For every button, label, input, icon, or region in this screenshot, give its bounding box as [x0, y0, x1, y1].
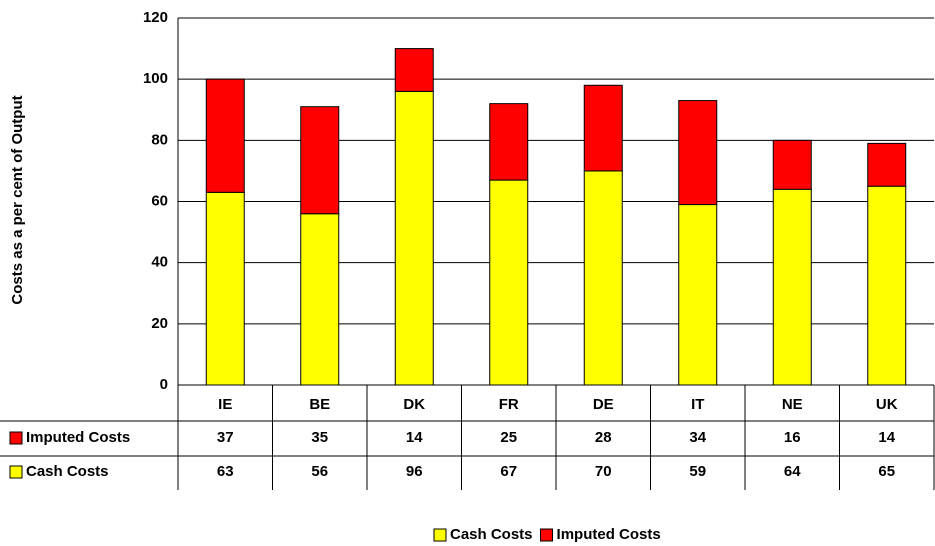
x-tick-label: IT — [691, 396, 704, 413]
table-value: 63 — [217, 463, 234, 480]
bar — [300, 213, 340, 386]
table-value: 37 — [217, 429, 234, 446]
x-tick-label: NE — [782, 396, 803, 413]
table-value: 34 — [689, 429, 706, 446]
y-tick-label: 60 — [151, 192, 168, 209]
legend-label: Imputed Costs — [557, 526, 661, 543]
y-tick-label: 120 — [143, 9, 168, 26]
row-label: Imputed Costs — [26, 429, 130, 446]
table-value: 14 — [878, 429, 895, 446]
y-tick-label: 0 — [160, 376, 168, 393]
bar — [867, 185, 907, 386]
legend-key — [433, 528, 447, 542]
x-tick-label: BE — [309, 396, 330, 413]
bar — [678, 100, 718, 206]
bar — [205, 191, 245, 386]
x-tick-label: DE — [593, 396, 614, 413]
table-value: 59 — [689, 463, 706, 480]
legend-key — [540, 528, 554, 542]
table-value: 14 — [406, 429, 423, 446]
table-value: 96 — [406, 463, 423, 480]
bar — [867, 142, 907, 187]
table-value: 35 — [311, 429, 328, 446]
legend-label: Cash Costs — [450, 526, 533, 543]
bar — [394, 48, 434, 92]
legend-key — [9, 431, 23, 445]
table-value: 16 — [784, 429, 801, 446]
x-tick-label: UK — [876, 396, 898, 413]
y-tick-label: 40 — [151, 254, 168, 271]
y-axis-title: Costs as a per cent of Output — [9, 95, 26, 304]
table-value: 25 — [500, 429, 517, 446]
bar — [300, 106, 340, 215]
table-value: 28 — [595, 429, 612, 446]
y-tick-label: 100 — [143, 70, 168, 87]
table-value: 56 — [311, 463, 328, 480]
bar — [489, 179, 529, 386]
bar — [772, 188, 812, 386]
bar — [489, 103, 529, 181]
x-tick-label: IE — [218, 396, 232, 413]
table-value: 65 — [878, 463, 895, 480]
bar — [678, 204, 718, 386]
table-value: 67 — [500, 463, 517, 480]
bar — [583, 84, 623, 172]
legend-key — [9, 465, 23, 479]
table-value: 70 — [595, 463, 612, 480]
row-label: Cash Costs — [26, 463, 109, 480]
x-tick-label: DK — [403, 396, 425, 413]
x-tick-label: FR — [499, 396, 519, 413]
y-tick-label: 20 — [151, 315, 168, 332]
bar — [394, 90, 434, 386]
y-tick-label: 80 — [151, 131, 168, 148]
bar — [772, 139, 812, 190]
bar — [583, 170, 623, 386]
bar — [205, 78, 245, 193]
table-value: 64 — [784, 463, 801, 480]
